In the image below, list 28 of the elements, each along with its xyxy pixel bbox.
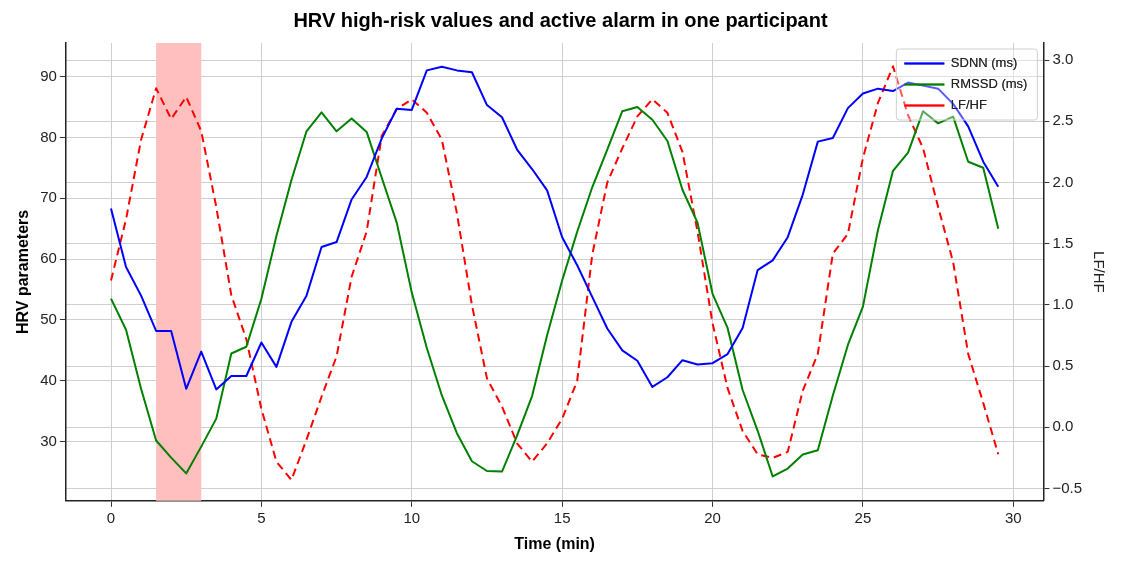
y2-tick-label: 1.5 xyxy=(1052,233,1074,251)
y2-tick-label: 1.0 xyxy=(1052,295,1074,313)
x-axis-title: Time (min) xyxy=(514,534,595,552)
x-tick-label: 15 xyxy=(553,508,571,526)
y-tick-label: 40 xyxy=(40,371,57,389)
legend-label: RMSSD (ms) xyxy=(950,76,1028,92)
x-tick-label: 30 xyxy=(1004,508,1022,526)
y-axis-title: HRV parameters xyxy=(14,209,32,335)
y2-tick-label: 3.0 xyxy=(1052,50,1074,68)
y-tick-label: 30 xyxy=(40,431,57,449)
y2-tick-label: −0.5 xyxy=(1052,478,1083,496)
y2-tick-label: 2.0 xyxy=(1052,172,1074,190)
x-tick-label: 10 xyxy=(403,508,421,526)
y-tick-label: 50 xyxy=(40,310,57,328)
y2-tick-label: 0.5 xyxy=(1052,356,1074,374)
x-tick-label: 0 xyxy=(106,508,116,526)
y-tick-label: 80 xyxy=(40,127,57,145)
y-tick-label: 70 xyxy=(40,188,57,206)
x-tick-label: 20 xyxy=(704,508,721,526)
x-tick-label: 25 xyxy=(854,508,872,526)
y2-tick-label: 0.0 xyxy=(1052,417,1074,435)
legend-label: SDNN (ms) xyxy=(950,55,1018,71)
y-tick-label: 60 xyxy=(40,249,57,267)
x-tick-label: 5 xyxy=(257,508,266,526)
y2-axis-title: LF/HF xyxy=(1090,251,1108,293)
y2-tick-label: 2.5 xyxy=(1052,111,1074,129)
chart-title: HRV high-risk values and active alarm in one participant xyxy=(293,8,828,31)
y-tick-label: 90 xyxy=(40,66,57,84)
